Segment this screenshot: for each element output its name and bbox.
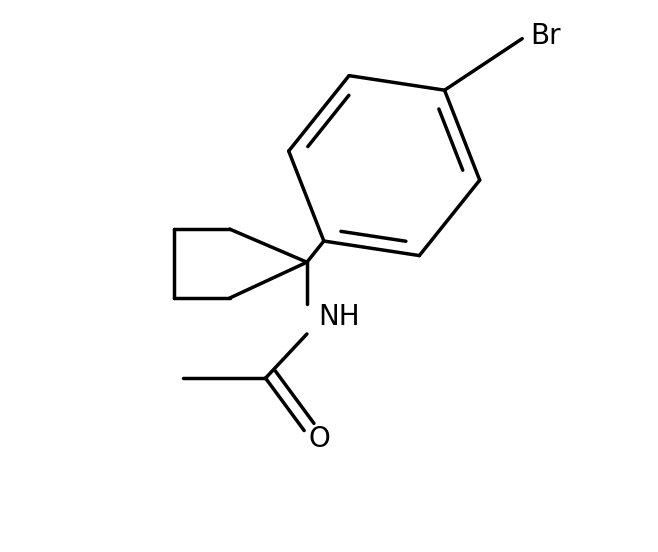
- Text: O: O: [308, 425, 330, 453]
- Text: Br: Br: [530, 22, 561, 50]
- Text: NH: NH: [318, 304, 359, 331]
